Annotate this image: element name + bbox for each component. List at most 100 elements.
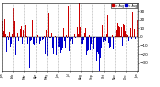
Bar	[121, 27, 122, 37]
Bar	[72, 37, 73, 44]
Bar	[97, 37, 98, 52]
Bar	[45, 37, 46, 54]
Bar	[96, 37, 97, 61]
Bar	[65, 37, 66, 48]
Bar	[111, 35, 112, 37]
Bar	[9, 32, 10, 37]
Bar	[14, 21, 15, 37]
Bar	[76, 33, 77, 37]
Bar	[126, 34, 127, 37]
Bar	[103, 37, 104, 42]
Bar	[57, 35, 58, 37]
Bar	[21, 26, 22, 37]
Bar	[90, 37, 91, 50]
Bar	[95, 32, 96, 37]
Bar	[36, 37, 37, 43]
Bar	[107, 15, 108, 37]
Bar	[127, 35, 128, 37]
Bar	[7, 36, 8, 37]
Bar	[112, 35, 113, 37]
Bar	[74, 34, 75, 37]
Bar	[46, 30, 47, 37]
Bar	[69, 37, 70, 51]
Bar	[6, 37, 7, 52]
Bar	[102, 25, 103, 37]
Bar	[88, 37, 89, 50]
Bar	[61, 37, 62, 50]
Bar	[2, 21, 3, 37]
Bar	[20, 29, 21, 37]
Bar	[117, 23, 118, 37]
Bar	[52, 37, 53, 48]
Bar	[94, 37, 95, 38]
Bar	[104, 37, 105, 40]
Bar	[60, 37, 61, 53]
Bar	[8, 37, 9, 40]
Bar	[34, 37, 35, 45]
Bar	[70, 37, 71, 41]
Bar	[93, 37, 94, 49]
Bar	[62, 37, 63, 48]
Bar	[67, 37, 68, 38]
Bar	[27, 37, 28, 44]
Bar	[56, 37, 57, 55]
Bar	[51, 33, 52, 37]
Bar	[25, 25, 26, 37]
Bar	[42, 37, 43, 40]
Bar	[79, 34, 80, 37]
Bar	[29, 37, 30, 68]
Bar	[12, 33, 13, 37]
Bar	[105, 37, 106, 41]
Bar	[58, 37, 59, 47]
Bar	[11, 37, 12, 44]
Bar	[19, 20, 20, 37]
Bar	[84, 33, 85, 37]
Bar	[136, 30, 137, 37]
Bar	[26, 36, 27, 37]
Bar	[40, 37, 41, 41]
Bar	[54, 23, 55, 37]
Bar	[75, 37, 76, 38]
Bar	[15, 37, 16, 55]
Bar	[3, 31, 4, 37]
Bar	[110, 37, 111, 47]
Bar	[101, 37, 102, 48]
Bar	[87, 37, 88, 51]
Bar	[32, 37, 33, 44]
Bar	[31, 37, 32, 40]
Bar	[44, 36, 45, 37]
Bar	[55, 36, 56, 37]
Bar	[78, 34, 79, 37]
Bar	[82, 37, 83, 44]
Bar	[119, 27, 120, 37]
Bar	[10, 37, 11, 47]
Bar	[134, 29, 135, 37]
Bar	[83, 37, 84, 40]
Bar	[132, 12, 133, 37]
Bar	[16, 23, 17, 37]
Bar	[53, 37, 54, 54]
Bar	[113, 37, 114, 49]
Bar	[4, 19, 5, 37]
Bar	[109, 37, 110, 48]
Bar	[99, 37, 100, 71]
Bar	[5, 34, 6, 37]
Bar	[17, 33, 18, 37]
Bar	[81, 37, 82, 44]
Bar	[86, 37, 87, 55]
Bar	[135, 37, 136, 39]
Bar	[59, 37, 60, 47]
Bar	[23, 30, 24, 37]
Bar	[100, 37, 101, 58]
Bar	[43, 37, 44, 39]
Bar	[50, 37, 51, 38]
Bar	[122, 37, 123, 46]
Bar	[106, 33, 107, 37]
Bar	[131, 37, 132, 39]
Bar	[66, 35, 67, 37]
Bar	[137, 20, 138, 37]
Bar	[30, 37, 31, 41]
Bar	[108, 34, 109, 37]
Bar	[116, 30, 117, 37]
Bar	[37, 35, 38, 37]
